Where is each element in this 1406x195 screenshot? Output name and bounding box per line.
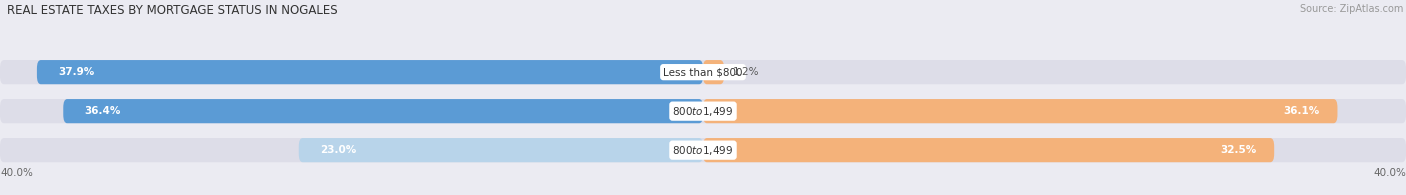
Text: 40.0%: 40.0% [1374, 168, 1406, 178]
FancyBboxPatch shape [703, 99, 1337, 123]
Text: 40.0%: 40.0% [0, 168, 32, 178]
Text: REAL ESTATE TAXES BY MORTGAGE STATUS IN NOGALES: REAL ESTATE TAXES BY MORTGAGE STATUS IN … [7, 4, 337, 17]
Text: 32.5%: 32.5% [1220, 145, 1257, 155]
Text: $800 to $1,499: $800 to $1,499 [672, 105, 734, 118]
FancyBboxPatch shape [299, 138, 703, 162]
Text: 1.2%: 1.2% [733, 67, 759, 77]
FancyBboxPatch shape [0, 138, 1406, 162]
Text: 36.1%: 36.1% [1284, 106, 1320, 116]
FancyBboxPatch shape [0, 99, 1406, 123]
Text: $800 to $1,499: $800 to $1,499 [672, 144, 734, 157]
Text: 37.9%: 37.9% [58, 67, 94, 77]
Text: Less than $800: Less than $800 [664, 67, 742, 77]
Text: 23.0%: 23.0% [321, 145, 356, 155]
Text: 36.4%: 36.4% [84, 106, 121, 116]
FancyBboxPatch shape [703, 60, 724, 84]
FancyBboxPatch shape [703, 138, 1274, 162]
FancyBboxPatch shape [63, 99, 703, 123]
FancyBboxPatch shape [37, 60, 703, 84]
FancyBboxPatch shape [0, 60, 1406, 84]
Text: Source: ZipAtlas.com: Source: ZipAtlas.com [1299, 4, 1403, 14]
